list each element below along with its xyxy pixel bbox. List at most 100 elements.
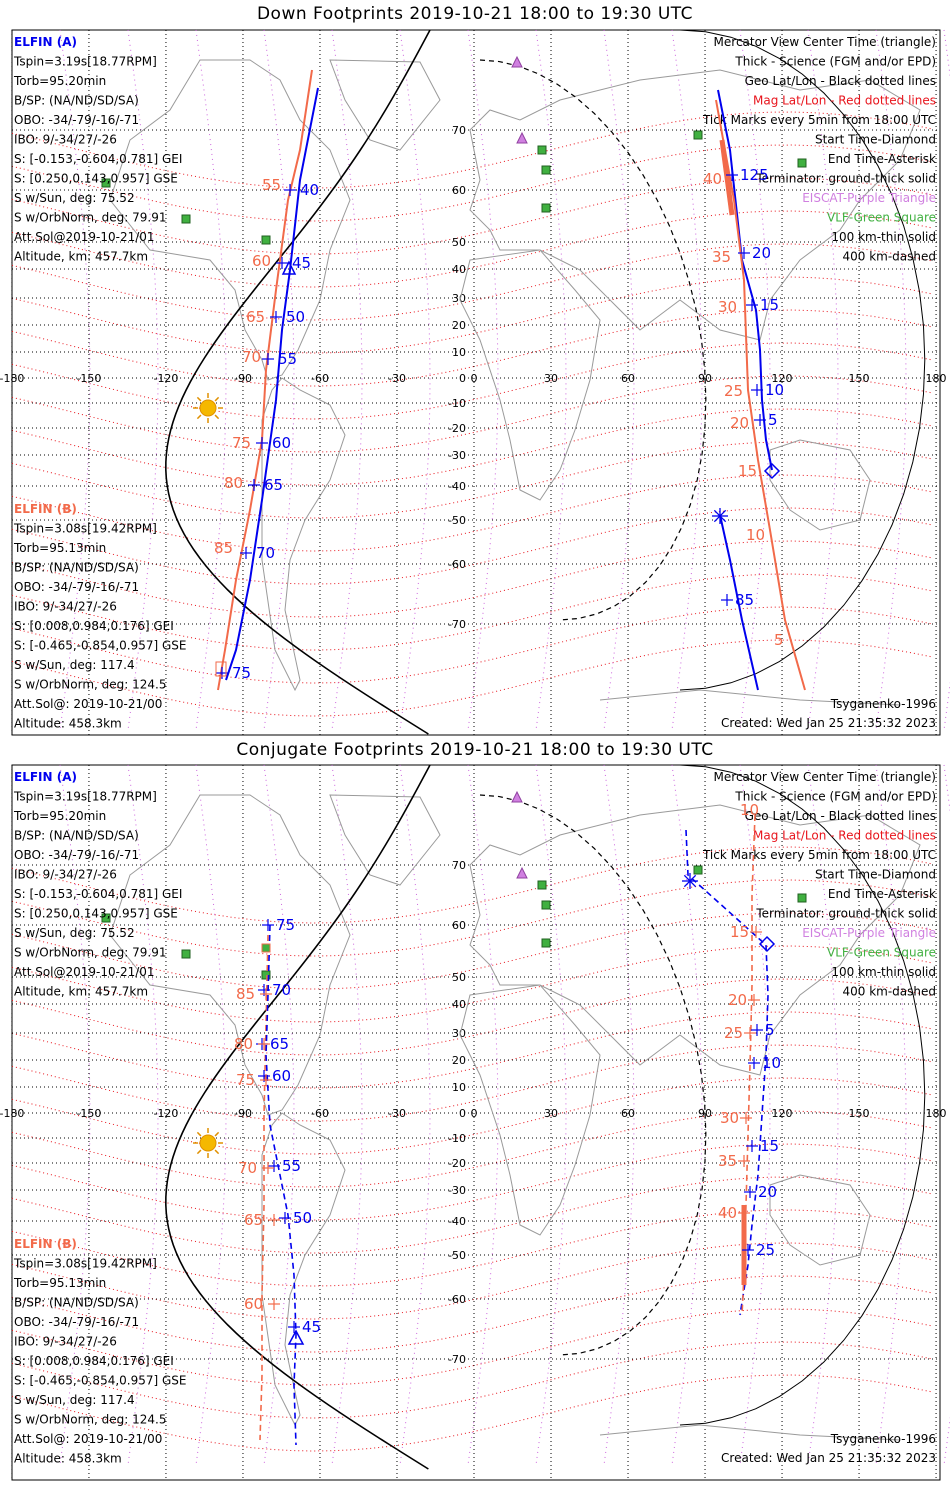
elfin-b-time-label: 25: [724, 1024, 743, 1042]
elfin-b-time-label: 75: [232, 434, 251, 452]
elfin-a-line: B/SP: (NA/ND/SD/SA): [14, 829, 139, 843]
lat-tick-label: 60: [452, 184, 466, 197]
model-name: Tsyganenko-1996: [830, 1432, 936, 1446]
lat-tick-label: 10: [452, 1081, 466, 1094]
elfin-b-line: S: [-0.465,-0.854,0.957] GSE: [14, 639, 187, 653]
elfin-a-time-label: 50: [286, 308, 305, 326]
lat-tick-label: 0: [459, 1107, 466, 1120]
coast-eurasia: [469, 804, 921, 1076]
terminator-ground: [165, 764, 431, 1470]
elfin-b-line: Att.Sol@: 2019-10-21/00: [14, 1432, 162, 1446]
terminator-400km: [479, 794, 707, 1356]
mag-lon-line: [807, 29, 839, 731]
eiscat-triangle-icon: [516, 131, 528, 144]
lon-tick-label: 120: [772, 372, 793, 385]
elfin-b-time-label: 35: [712, 248, 731, 266]
mag-lon-line: [739, 764, 771, 1466]
lon-tick-label: -180: [0, 372, 24, 385]
elfin-a-line: S: [0.250,0.143,0.957] GSE: [14, 907, 178, 921]
mag-lon-line: [263, 764, 295, 1466]
elfin-a-line: Att.Sol@2019-10-21/01: [14, 230, 155, 244]
end-asterisk-icon: [682, 873, 698, 889]
elfin-a-line: S w/OrbNorm, deg: 79.91: [14, 946, 166, 960]
elfin-b-info: ELFIN (B) Tspin=3.08s[19.42RPM] Torb=95.13…: [13, 502, 187, 731]
end-asterisk-icon: [712, 508, 728, 524]
mag-lon-line: [195, 29, 227, 731]
coast-greenland: [329, 59, 441, 151]
terminator-ground: [165, 29, 431, 735]
elfin-a-time-label: 70: [272, 981, 291, 999]
elfin-b-line: OBO: -34/-79/-16/-71: [14, 1315, 139, 1329]
legend-item: Tick Marks every 5min from 18:00 UTC: [702, 848, 936, 862]
elfin-a-line: IBO: 9/-34/27/-26: [14, 133, 117, 147]
legend: Mercator View Center Time (triangle) Thic…: [702, 770, 936, 999]
legend-item: Mercator View Center Time (triangle): [714, 770, 936, 784]
elfin-a-time-label: 85: [735, 591, 754, 609]
mag-lon-line: [671, 29, 703, 731]
lat-tick-label: -70: [448, 1353, 466, 1366]
science-segment: [719, 139, 735, 216]
panel-title-down: Down Footprints 2019-10-21 18:00 to 19:3…: [256, 4, 694, 24]
lat-tick-label: -50: [448, 1249, 466, 1262]
elfin-a-line: S w/OrbNorm, deg: 79.91: [14, 211, 166, 225]
mag-lon-line: [535, 764, 567, 1466]
elfin-a-time-label: 70: [256, 544, 275, 562]
elfin-b-time-label: 35: [718, 1152, 737, 1170]
map-panel-down: 706050403020100-10-20-30-40-50-60-70-180…: [0, 29, 950, 736]
elfin-a-time-label: 15: [760, 1137, 779, 1155]
elfin-a-time-label: 60: [272, 1067, 291, 1085]
elfin-b-end-marker: [215, 661, 227, 677]
coast-eurasia: [469, 69, 921, 341]
lat-tick-label: 60: [452, 919, 466, 932]
elfin-a-line: Tspin=3.19s[18.77RPM]: [13, 790, 157, 804]
legend-item: Mag Lat/Lon - Red dotted lines: [753, 94, 936, 108]
elfin-a-line: IBO: 9/-34/27/-26: [14, 868, 117, 882]
elfin-b-time-label: 15: [730, 923, 749, 941]
vlf-square-icon: [261, 970, 271, 980]
lat-tick-label: 70: [452, 124, 466, 137]
elfin-a-time-label: 15: [760, 296, 779, 314]
elfin-b-time-label: 65: [244, 1211, 263, 1229]
elfin-a-line: OBO: -34/-79/-16/-71: [14, 113, 139, 127]
lon-tick-label: 90: [698, 1107, 712, 1120]
elfin-b-line: S w/Sun, deg: 117.4: [14, 1393, 135, 1407]
vlf-square-icon: [541, 900, 551, 910]
mag-lon-line: [263, 29, 295, 731]
elfin-b-time-label: 65: [246, 308, 265, 326]
lat-tick-label: -20: [448, 1157, 466, 1170]
elfin-b-time-label: 55: [262, 176, 281, 194]
elfin-a-time-label: 10: [762, 1054, 781, 1072]
coast-antarctica: [599, 1424, 901, 1441]
terminator-400km: [479, 59, 707, 621]
created-timestamp: Created: Wed Jan 25 21:35:32 2023: [721, 1451, 936, 1465]
lat-tick-label: 50: [452, 971, 466, 984]
legend-item: Geo Lat/Lon - Black dotted lines: [745, 74, 936, 88]
vlf-square-icon: [693, 130, 703, 140]
lat-tick-label: 40: [452, 998, 466, 1011]
elfin-b-line: B/SP: (NA/ND/SD/SA): [14, 561, 139, 575]
elfin-a-line: Altitude, km: 457.7km: [14, 985, 148, 999]
elfin-a-line: Altitude, km: 457.7km: [14, 250, 148, 264]
mag-lon-line: [807, 764, 839, 1466]
elfin-a-time-label: 55: [278, 350, 297, 368]
legend-item: Geo Lat/Lon - Black dotted lines: [745, 809, 936, 823]
legend-item: End Time-Asterisk: [828, 152, 936, 166]
elfin-b-line: S w/OrbNorm, deg: 124.5: [14, 678, 166, 692]
mag-lon-line: [739, 29, 771, 731]
terminator-100km: [679, 764, 926, 1426]
mag-lon-line: [195, 764, 227, 1466]
elfin-b-time-label: 25: [724, 382, 743, 400]
mag-lon-line: [127, 29, 159, 731]
vlf-square-icon: [101, 913, 111, 923]
eiscat-triangle-icon: [511, 790, 523, 803]
elfin-b-track-east: [715, 99, 806, 691]
elfin-a-time-label: 45: [302, 1318, 321, 1336]
elfin-b-time-label: 80: [234, 1035, 253, 1053]
sun-icon: [193, 393, 223, 423]
elfin-a-line: Tspin=3.19s[18.77RPM]: [13, 55, 157, 69]
vlf-square-icon: [541, 938, 551, 948]
elfin-b-time-label: 85: [236, 985, 255, 1003]
view-center-triangle-icon: [287, 1329, 305, 1345]
elfin-a-line: OBO: -34/-79/-16/-71: [14, 848, 139, 862]
elfin-b-line: IBO: 9/-34/27/-26: [14, 1335, 117, 1349]
